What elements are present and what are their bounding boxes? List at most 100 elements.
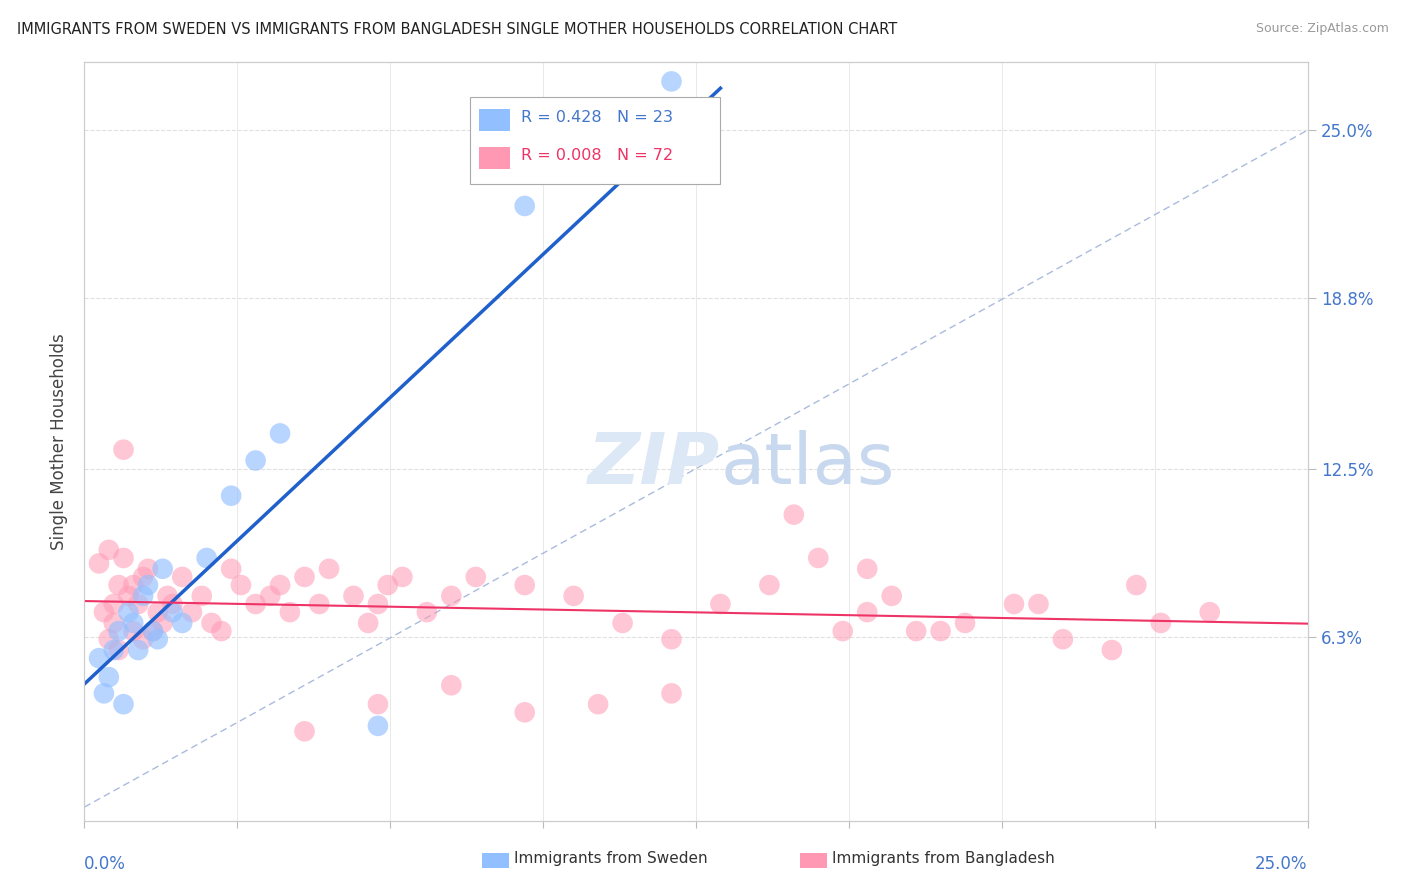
Text: 25.0%: 25.0% — [1256, 855, 1308, 872]
Point — [294, 570, 316, 584]
Point — [172, 615, 194, 630]
Point — [107, 578, 129, 592]
Point — [513, 578, 536, 592]
Point — [87, 651, 110, 665]
Point — [1198, 605, 1220, 619]
Point — [107, 643, 129, 657]
Point — [929, 624, 952, 639]
Point — [245, 597, 267, 611]
Point — [142, 624, 165, 639]
Point — [367, 719, 389, 733]
Bar — [479, 147, 510, 169]
Point — [107, 624, 129, 639]
Point — [97, 670, 120, 684]
Point — [219, 489, 242, 503]
Point — [127, 597, 149, 611]
Point — [93, 605, 115, 619]
Point — [245, 453, 267, 467]
Point — [229, 578, 252, 592]
Point — [807, 551, 830, 566]
Point — [132, 632, 155, 647]
Point — [612, 615, 634, 630]
Point — [1125, 578, 1147, 592]
Text: R = 0.428   N = 23: R = 0.428 N = 23 — [522, 111, 673, 125]
Bar — [800, 854, 827, 869]
Point — [97, 632, 120, 647]
Text: ZIP: ZIP — [588, 430, 720, 499]
Point — [156, 589, 179, 603]
Point — [1052, 632, 1074, 647]
Point — [661, 74, 683, 88]
Point — [342, 589, 364, 603]
Point — [294, 724, 316, 739]
Point — [562, 589, 585, 603]
Point — [269, 578, 291, 592]
Point — [152, 562, 174, 576]
Point — [117, 605, 139, 619]
Point — [146, 632, 169, 647]
Point — [758, 578, 780, 592]
Text: R = 0.008   N = 72: R = 0.008 N = 72 — [522, 148, 673, 163]
Point — [103, 615, 125, 630]
Point — [513, 706, 536, 720]
Point — [142, 624, 165, 639]
Point — [162, 605, 184, 619]
Point — [93, 686, 115, 700]
FancyBboxPatch shape — [470, 96, 720, 184]
Point — [661, 632, 683, 647]
Point — [440, 589, 463, 603]
Point — [357, 615, 380, 630]
Point — [127, 643, 149, 657]
Point — [513, 199, 536, 213]
Point — [195, 551, 218, 566]
Point — [191, 589, 214, 603]
Point — [162, 597, 184, 611]
Point — [308, 597, 330, 611]
Point — [783, 508, 806, 522]
Point — [97, 542, 120, 557]
Point — [172, 570, 194, 584]
Point — [181, 605, 204, 619]
Point — [200, 615, 222, 630]
Point — [112, 551, 135, 566]
Point — [152, 615, 174, 630]
Point — [856, 605, 879, 619]
Y-axis label: Single Mother Households: Single Mother Households — [49, 334, 67, 549]
Point — [391, 570, 413, 584]
Text: 0.0%: 0.0% — [84, 855, 127, 872]
Point — [103, 597, 125, 611]
Point — [132, 570, 155, 584]
Text: atlas: atlas — [720, 430, 894, 499]
Point — [136, 562, 159, 576]
Text: Immigrants from Sweden: Immigrants from Sweden — [513, 851, 707, 866]
Point — [117, 589, 139, 603]
Point — [269, 426, 291, 441]
Point — [440, 678, 463, 692]
Point — [1028, 597, 1050, 611]
Point — [1002, 597, 1025, 611]
Point — [112, 442, 135, 457]
Point — [709, 597, 731, 611]
Point — [209, 624, 232, 639]
Text: Immigrants from Bangladesh: Immigrants from Bangladesh — [832, 851, 1054, 866]
Point — [377, 578, 399, 592]
Point — [464, 570, 486, 584]
Point — [1150, 615, 1173, 630]
Point — [880, 589, 903, 603]
Point — [953, 615, 976, 630]
Point — [1101, 643, 1123, 657]
Bar — [479, 110, 510, 130]
Point — [318, 562, 340, 576]
Bar — [482, 854, 509, 869]
Point — [905, 624, 928, 639]
Point — [146, 605, 169, 619]
Point — [856, 562, 879, 576]
Text: IMMIGRANTS FROM SWEDEN VS IMMIGRANTS FROM BANGLADESH SINGLE MOTHER HOUSEHOLDS CO: IMMIGRANTS FROM SWEDEN VS IMMIGRANTS FRO… — [17, 22, 897, 37]
Point — [831, 624, 853, 639]
Point — [112, 697, 135, 711]
Point — [259, 589, 281, 603]
Point — [367, 597, 389, 611]
Point — [416, 605, 439, 619]
Point — [661, 686, 683, 700]
Text: Source: ZipAtlas.com: Source: ZipAtlas.com — [1256, 22, 1389, 36]
